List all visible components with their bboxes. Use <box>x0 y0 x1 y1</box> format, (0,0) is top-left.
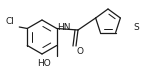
Text: S: S <box>133 24 139 32</box>
Text: Cl: Cl <box>5 18 14 26</box>
Text: O: O <box>76 48 83 57</box>
Text: HN: HN <box>57 22 71 32</box>
Text: HO: HO <box>37 58 51 68</box>
